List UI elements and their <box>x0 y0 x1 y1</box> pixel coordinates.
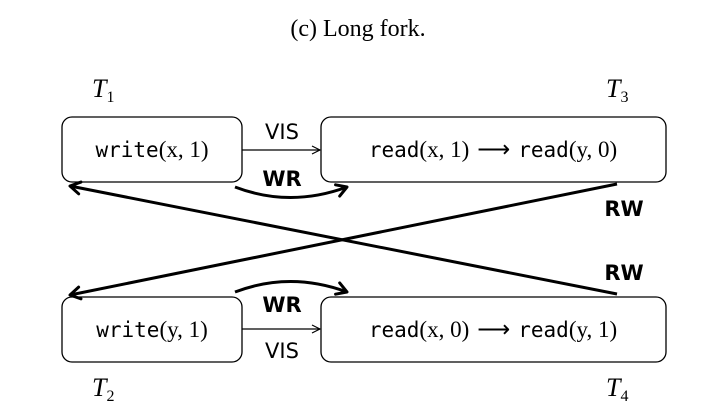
edge-label-vis-top: VIS <box>265 120 299 144</box>
transaction-label-t4: T4 <box>606 373 628 405</box>
node-t4-box <box>320 296 667 363</box>
edge-label-wr-top: WR <box>262 167 301 191</box>
t4-op-args-2: (y, 1) <box>569 317 617 342</box>
node-t3-box <box>320 116 667 183</box>
wr-edge-t1-t3 <box>234 183 349 199</box>
t4-op-args-1: (x, 0) <box>419 317 469 342</box>
t1-letter: T <box>92 74 108 103</box>
node-t1-text: write(x, 1) <box>95 137 208 162</box>
t4-op-read-1: read <box>369 318 420 342</box>
wr-edge-t2-t4 <box>234 280 349 296</box>
t1-op-args: (x, 1) <box>159 137 209 162</box>
t4-sequence-arrow: ⟶ <box>477 317 510 342</box>
edge-label-rw-t3: RW <box>604 197 643 221</box>
transaction-label-t3: T3 <box>606 74 628 106</box>
figure-caption: (c) Long fork. <box>290 16 425 42</box>
t4-subscript: 4 <box>620 388 628 405</box>
t3-subscript: 3 <box>620 89 628 106</box>
t1-op-write: write <box>95 138 158 162</box>
t2-op-args: (y, 1) <box>159 317 207 342</box>
rw-edge-t3-t2 <box>68 182 618 301</box>
t4-op-read-2: read <box>518 318 569 342</box>
t3-op-args-1: (x, 1) <box>419 137 469 162</box>
node-t4-text: read(x, 0) ⟶ read(y, 1) <box>369 317 617 342</box>
t2-letter: T <box>92 373 108 402</box>
t3-letter: T <box>606 74 622 103</box>
node-t2-text: write(y, 1) <box>96 317 208 342</box>
edge-label-rw-t4: RW <box>604 261 643 285</box>
transaction-label-t2: T2 <box>92 373 114 405</box>
t3-op-read-1: read <box>369 138 420 162</box>
node-t3-text: read(x, 1) ⟶ read(y, 0) <box>369 137 617 162</box>
transaction-label-t1: T1 <box>92 74 114 106</box>
edge-label-vis-bottom: VIS <box>265 339 299 363</box>
t4-letter: T <box>606 373 622 402</box>
t3-sequence-arrow: ⟶ <box>477 137 510 162</box>
edge-label-wr-bottom: WR <box>262 293 301 317</box>
t2-subscript: 2 <box>106 388 114 405</box>
t1-subscript: 1 <box>106 89 114 106</box>
t3-op-args-2: (y, 0) <box>569 137 617 162</box>
t2-op-write: write <box>96 318 159 342</box>
t3-op-read-2: read <box>518 138 569 162</box>
